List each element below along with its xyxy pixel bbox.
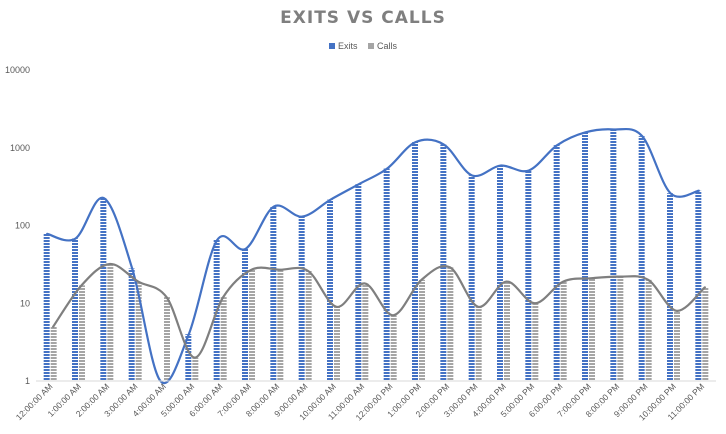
bar-exits xyxy=(100,198,107,381)
bar-calls xyxy=(334,306,340,381)
legend-label-exits: Exits xyxy=(337,41,358,51)
y-tick-label: 10000 xyxy=(5,65,30,75)
bar-exits xyxy=(298,216,305,381)
bar-calls xyxy=(305,270,312,381)
bar-exits xyxy=(355,184,362,381)
bar-calls xyxy=(504,281,510,381)
bar-exits xyxy=(440,144,447,381)
bar-exits xyxy=(185,334,192,381)
bar-calls xyxy=(532,303,539,381)
chart-legend: Exits Calls xyxy=(0,41,726,51)
bar-exits xyxy=(497,165,503,381)
bar-exits xyxy=(327,199,333,381)
bar-calls xyxy=(50,326,57,381)
bar-exits xyxy=(128,268,135,381)
bar-calls xyxy=(164,297,170,381)
bar-exits xyxy=(43,233,50,381)
bar-calls xyxy=(560,281,567,381)
bar-calls xyxy=(589,278,595,381)
bar-calls xyxy=(79,285,85,381)
bar-calls xyxy=(249,269,255,381)
bar-exits xyxy=(412,142,418,381)
bar-calls xyxy=(135,281,142,381)
bar-calls xyxy=(107,263,114,381)
y-tick-label: 100 xyxy=(15,221,30,231)
bar-exits xyxy=(525,170,532,381)
y-tick-label: 1000 xyxy=(10,143,30,153)
bar-exits xyxy=(582,132,588,381)
bar-calls xyxy=(447,267,454,381)
bar-calls xyxy=(192,357,199,381)
bar-exits xyxy=(242,248,248,381)
bar-exits xyxy=(468,175,475,381)
bar-exits xyxy=(695,190,702,381)
bar-exits xyxy=(383,168,390,381)
legend-item-exits: Exits xyxy=(328,41,358,51)
y-tick-label: 1 xyxy=(25,376,30,386)
bar-calls xyxy=(362,283,369,381)
bar-exits xyxy=(270,206,277,381)
bar-calls xyxy=(674,310,680,381)
bar-exits xyxy=(553,145,560,381)
bar-calls xyxy=(645,279,652,381)
legend-swatch-exits xyxy=(328,43,335,49)
legend-label-calls: Calls xyxy=(377,41,398,51)
y-tick-label: 10 xyxy=(20,298,30,308)
trendline-calls xyxy=(52,262,706,359)
bar-exits xyxy=(610,129,617,381)
legend-swatch-calls xyxy=(368,43,374,49)
legend-item-calls: Calls xyxy=(368,41,397,51)
bar-exits xyxy=(667,193,673,381)
bar-calls xyxy=(390,315,397,381)
bar-exits xyxy=(72,238,78,381)
bar-calls xyxy=(702,287,709,381)
bar-calls xyxy=(475,306,482,381)
bar-calls xyxy=(617,276,624,381)
trendline-exits xyxy=(46,127,700,385)
bar-exits xyxy=(638,136,645,381)
bar-calls xyxy=(419,279,425,381)
chart-title: EXITS VS CALLS xyxy=(280,8,446,28)
bar-calls xyxy=(277,269,284,381)
bar-calls xyxy=(220,297,227,381)
